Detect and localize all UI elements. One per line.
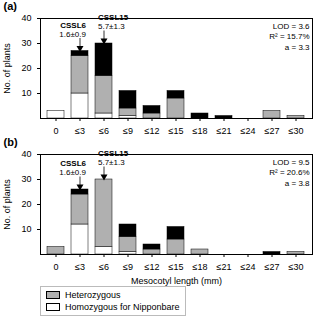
svg-text:≤18: ≤18 <box>193 126 208 136</box>
svg-text:≤15: ≤15 <box>169 262 184 272</box>
svg-text:≤30: ≤30 <box>289 262 304 272</box>
svg-text:20: 20 <box>21 63 31 73</box>
svg-text:LOD = 3.6R² = 15.7%a = 3.3: LOD = 3.6R² = 15.7%a = 3.3 <box>269 22 310 52</box>
svg-text:CSSL6: CSSL6 <box>60 159 86 168</box>
svg-text:1.6±0.9: 1.6±0.9 <box>59 30 86 39</box>
svg-text:≤30: ≤30 <box>289 126 304 136</box>
svg-text:≤3: ≤3 <box>75 126 85 136</box>
svg-text:≤24: ≤24 <box>241 126 256 136</box>
svg-text:≤12: ≤12 <box>145 262 160 272</box>
html-text:Homozygous for Nipponbare: Homozygous for Nipponbare <box>65 302 180 312</box>
svg-text:(a): (a) <box>4 0 18 12</box>
svg-text:40: 40 <box>21 149 31 159</box>
svg-text:≤21: ≤21 <box>217 262 232 272</box>
svg-text:10: 10 <box>21 88 31 98</box>
svg-text:20: 20 <box>21 199 31 209</box>
svg-text:0: 0 <box>53 126 58 136</box>
svg-text:≤21: ≤21 <box>217 126 232 136</box>
svg-text:5.7±1.3: 5.7±1.3 <box>98 158 125 167</box>
svg-text:≤15: ≤15 <box>169 126 184 136</box>
svg-text:≤27: ≤27 <box>265 262 280 272</box>
svg-text:CSSL15: CSSL15 <box>98 13 129 22</box>
svg-text:≤27: ≤27 <box>265 126 280 136</box>
svg-text:No. of plants: No. of plants <box>2 43 12 94</box>
svg-text:(b): (b) <box>4 136 18 148</box>
svg-text:≤24: ≤24 <box>241 262 256 272</box>
svg-text:≤9: ≤9 <box>123 262 133 272</box>
svg-text:CSSL6: CSSL6 <box>60 21 86 30</box>
svg-text:≤6: ≤6 <box>99 262 109 272</box>
svg-text:LOD = 9.5R² = 20.6%a = 3.8: LOD = 9.5R² = 20.6%a = 3.8 <box>269 158 310 188</box>
svg-text:≤12: ≤12 <box>145 126 160 136</box>
svg-text:≤6: ≤6 <box>99 126 109 136</box>
svg-text:≤18: ≤18 <box>193 262 208 272</box>
svg-text:10: 10 <box>21 224 31 234</box>
svg-text:5.7±1.3: 5.7±1.3 <box>98 22 125 31</box>
svg-text:40: 40 <box>21 13 31 23</box>
svg-text:0: 0 <box>53 262 58 272</box>
svg-text:No. of plants: No. of plants <box>2 179 12 230</box>
html-text:Heterozygous: Heterozygous <box>65 290 121 300</box>
svg-text:30: 30 <box>21 174 31 184</box>
svg-text:1.6±0.9: 1.6±0.9 <box>59 168 86 177</box>
svg-text:≤3: ≤3 <box>75 262 85 272</box>
svg-text:Mesocotyl length (mm): Mesocotyl length (mm) <box>131 276 222 286</box>
svg-text:≤9: ≤9 <box>123 126 133 136</box>
svg-text:30: 30 <box>21 38 31 48</box>
svg-text:CSSL15: CSSL15 <box>98 149 129 158</box>
